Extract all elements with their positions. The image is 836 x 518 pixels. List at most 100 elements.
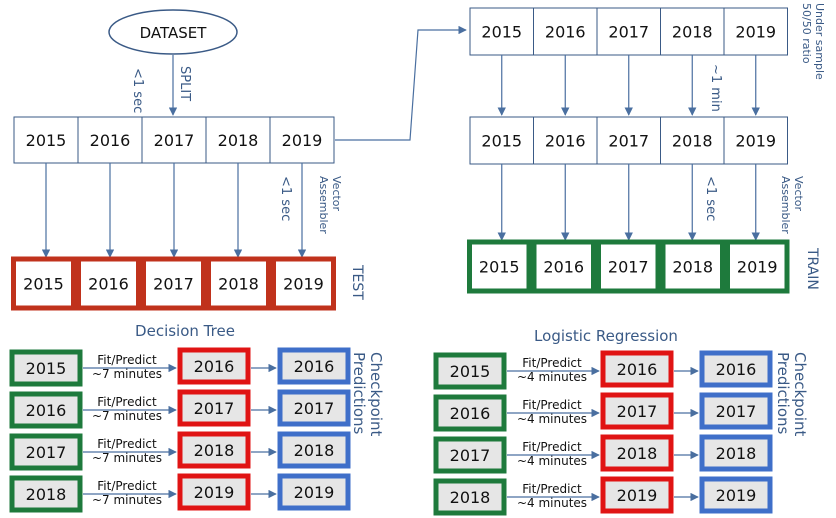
decision-tree-checkpoint-box: 2019 bbox=[277, 473, 351, 511]
decision-tree-checkpoint-label: Checkpoint Predictions bbox=[350, 352, 385, 437]
decision-tree-train-box: 2018 bbox=[9, 475, 83, 513]
dt-checkpoint-line-2: Predictions bbox=[350, 352, 368, 435]
logistic-regression-row-2016: 2016 Fit/Predict~4 minutes 2017 2017 bbox=[433, 392, 773, 432]
split-cell-2017: 2017 bbox=[141, 116, 207, 164]
split-year-label: 2016 bbox=[90, 131, 131, 150]
split-year-label: 2019 bbox=[282, 131, 323, 150]
test-cell-2016: 2016 bbox=[76, 256, 141, 311]
decision-tree-test-year: 2018 bbox=[194, 441, 235, 460]
logistic-regression-time-label: ~4 minutes bbox=[517, 370, 587, 384]
train-cell-2016: 2016 bbox=[531, 239, 596, 294]
split-year-label: 2015 bbox=[26, 131, 67, 150]
logistic-regression-row-2015: 2015 Fit/Predict~4 minutes 2016 2016 bbox=[433, 350, 773, 390]
decision-tree-checkpoint-box: 2016 bbox=[277, 347, 351, 385]
decision-tree-time-label: ~7 minutes bbox=[92, 409, 162, 423]
decision-tree-row-2015: 2015 Fit/Predict~7 minutes 2016 2016 bbox=[9, 347, 351, 387]
decision-tree-checkpoint-year: 2016 bbox=[294, 357, 335, 376]
train-vector-time: <1 sec bbox=[703, 176, 718, 221]
logistic-regression-title: Logistic Regression bbox=[534, 327, 678, 345]
vector-cell-2015: 2015 bbox=[469, 116, 534, 165]
undersample-cell-2019: 2019 bbox=[723, 7, 788, 56]
undersample-cell-2018: 2018 bbox=[660, 7, 725, 56]
decision-tree-fit-label: Fit/Predict bbox=[97, 353, 157, 367]
train-cell-2018: 2018 bbox=[660, 239, 725, 294]
split-to-test-arrows bbox=[41, 163, 307, 258]
decision-tree-time-label: ~7 minutes bbox=[92, 493, 162, 507]
decision-tree-checkpoint-box: 2017 bbox=[277, 389, 351, 427]
logistic-regression-checkpoint-year: 2019 bbox=[716, 486, 757, 505]
logistic-regression-time-label: ~4 minutes bbox=[517, 496, 587, 510]
vector-assembler-line-1: Vector bbox=[330, 176, 343, 212]
decision-tree-fit-label: Fit/Predict bbox=[97, 437, 157, 451]
split-cell-2015: 2015 bbox=[13, 116, 79, 164]
decision-tree-test-year: 2019 bbox=[194, 483, 235, 502]
split-cell-2016: 2016 bbox=[77, 116, 143, 164]
train-vector-assembler-label: Vector Assembler bbox=[779, 176, 805, 234]
decision-tree-test-box: 2016 bbox=[177, 347, 251, 385]
vector-year-label: 2017 bbox=[608, 132, 649, 151]
logistic-regression-test-year: 2018 bbox=[617, 444, 658, 463]
vector-assembler-line-2: Assembler bbox=[317, 176, 330, 234]
train-year-label: 2016 bbox=[543, 258, 584, 277]
train-cell-2015: 2015 bbox=[467, 239, 532, 294]
decision-tree-train-box: 2015 bbox=[9, 349, 83, 387]
decision-tree-checkpoint-year: 2018 bbox=[294, 441, 335, 460]
logistic-regression-checkpoint-box: 2018 bbox=[699, 434, 773, 472]
vector-years-row: 2015 2016 2017 2018 2019 bbox=[469, 116, 788, 165]
undersample-label: Under sample 50/50 ratio bbox=[800, 3, 826, 80]
logistic-regression-row-2018: 2018 Fit/Predict~4 minutes 2019 2019 bbox=[433, 476, 773, 516]
undersample-cell-2015: 2015 bbox=[469, 7, 534, 56]
logistic-regression-test-box: 2016 bbox=[600, 350, 674, 388]
decision-tree-train-year: 2017 bbox=[26, 443, 67, 462]
vector-year-label: 2019 bbox=[735, 132, 776, 151]
split-time: <1 sec bbox=[130, 68, 145, 113]
split-year-label: 2017 bbox=[154, 131, 195, 150]
decision-tree-row-2017: 2017 Fit/Predict~7 minutes 2018 2018 bbox=[9, 431, 351, 471]
test-cell-2018: 2018 bbox=[206, 256, 271, 311]
logistic-regression-train-box: 2017 bbox=[433, 436, 507, 474]
split-years-row: 2015 2016 2017 2018 2019 bbox=[13, 116, 335, 164]
logistic-regression-train-box: 2018 bbox=[433, 478, 507, 516]
vector-to-train-arrows bbox=[497, 164, 760, 241]
logistic-regression-test-year: 2019 bbox=[617, 486, 658, 505]
undersample-year-label: 2018 bbox=[672, 23, 713, 42]
undersample-line-2: 50/50 ratio bbox=[800, 3, 813, 64]
test-year-label: 2017 bbox=[153, 275, 194, 294]
train-cell-2017: 2017 bbox=[596, 239, 661, 294]
vector-year-label: 2015 bbox=[481, 132, 522, 151]
test-year-label: 2016 bbox=[88, 275, 129, 294]
logistic-regression-time-label: ~4 minutes bbox=[517, 454, 587, 468]
logistic-regression-train-year: 2016 bbox=[450, 404, 491, 423]
logistic-regression-row-2017: 2017 Fit/Predict~4 minutes 2018 2018 bbox=[433, 434, 773, 474]
undersample-year-label: 2017 bbox=[608, 23, 649, 42]
vector-assembler-label: Vector Assembler bbox=[317, 176, 343, 234]
undersample-years-row: 2015 2016 2017 2018 2019 bbox=[469, 7, 788, 56]
decision-tree-fit-label: Fit/Predict bbox=[97, 395, 157, 409]
split-cell-2019: 2019 bbox=[269, 116, 335, 164]
undersample-cell-2017: 2017 bbox=[596, 7, 661, 56]
logistic-regression-checkpoint-label: Checkpoint Predictions bbox=[774, 352, 809, 437]
decision-tree-test-box: 2018 bbox=[177, 431, 251, 469]
test-year-label: 2015 bbox=[23, 275, 64, 294]
logistic-regression-fit-label: Fit/Predict bbox=[522, 356, 582, 370]
train-label: TRAIN bbox=[804, 247, 820, 290]
split-cell-2018: 2018 bbox=[205, 116, 271, 164]
train-years-row: 2015 2016 2017 2018 2019 bbox=[467, 239, 790, 294]
undersample-cell-2016: 2016 bbox=[533, 7, 598, 56]
vector-cell-2017: 2017 bbox=[596, 116, 661, 165]
logistic-regression-test-box: 2018 bbox=[600, 434, 674, 472]
decision-tree-train-box: 2017 bbox=[9, 433, 83, 471]
decision-tree-time-label: ~7 minutes bbox=[92, 367, 162, 381]
test-year-label: 2018 bbox=[218, 275, 259, 294]
logistic-regression-train-year: 2015 bbox=[450, 362, 491, 381]
decision-tree-fit-label: Fit/Predict bbox=[97, 479, 157, 493]
decision-tree-time-label: ~7 minutes bbox=[92, 451, 162, 465]
dataset-node: DATASET bbox=[108, 9, 238, 55]
undersample-year-label: 2016 bbox=[545, 23, 586, 42]
logistic-regression-checkpoint-year: 2017 bbox=[716, 402, 757, 421]
logistic-regression-checkpoint-year: 2018 bbox=[716, 444, 757, 463]
logistic-regression-test-box: 2017 bbox=[600, 392, 674, 430]
logistic-regression-train-box: 2016 bbox=[433, 394, 507, 432]
